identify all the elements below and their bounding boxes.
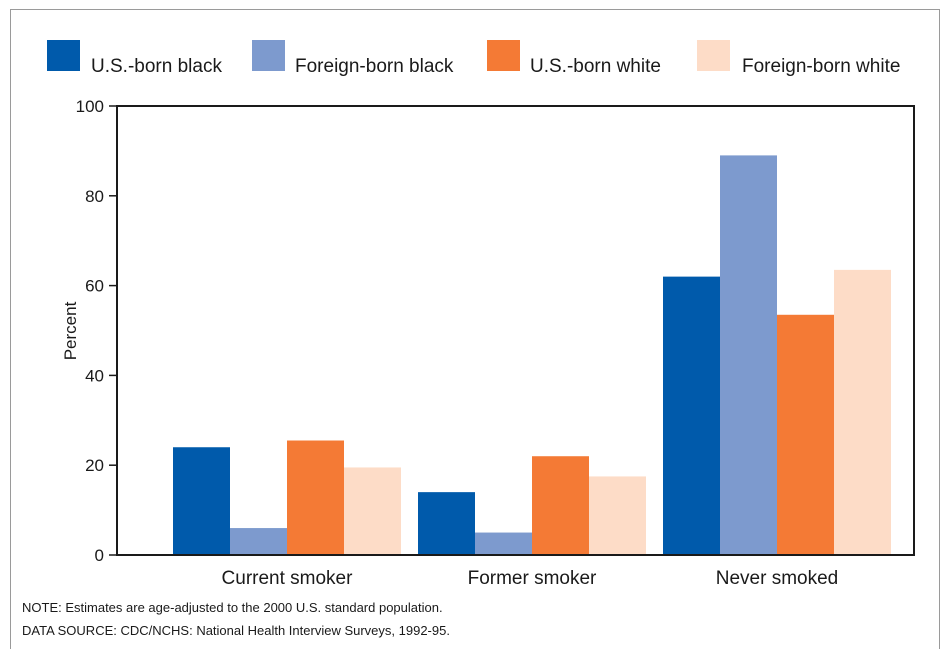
legend-swatch xyxy=(697,40,730,71)
x-tick-label: Never smoked xyxy=(716,568,839,589)
legend-label: U.S.-born black xyxy=(91,56,222,77)
y-tick-label: 60 xyxy=(85,277,104,296)
bar-1-1 xyxy=(475,532,532,555)
bar-1-0 xyxy=(230,528,287,555)
bars xyxy=(173,155,891,555)
legend-label: Foreign-born black xyxy=(295,56,454,77)
data-source-text: DATA SOURCE: CDC/NCHS: National Health I… xyxy=(22,623,450,638)
x-tick-label: Former smoker xyxy=(468,568,597,589)
legend-label: Foreign-born white xyxy=(742,56,900,77)
x-axis: Current smoker Former smoker Never smoked xyxy=(222,568,839,589)
legend: U.S.-born black Foreign-born black U.S.-bo… xyxy=(47,40,900,77)
bar-3-1 xyxy=(589,476,646,555)
x-tick-label: Current smoker xyxy=(222,568,354,589)
y-tick-label: 100 xyxy=(76,97,104,116)
bar-2-1 xyxy=(532,456,589,555)
figure-frame xyxy=(10,9,940,649)
legend-swatch xyxy=(487,40,520,71)
plot-area-border xyxy=(116,105,915,556)
y-tick-label: 40 xyxy=(85,366,104,385)
note-text: NOTE: Estimates are age-adjusted to the … xyxy=(22,600,443,615)
bar-0-2 xyxy=(663,276,720,555)
bar-chart: U.S.-born black Foreign-born black U.S.-bo… xyxy=(47,40,915,589)
legend-label: U.S.-born white xyxy=(530,56,661,77)
bar-0-0 xyxy=(173,447,230,555)
legend-swatch xyxy=(47,40,80,71)
bar-3-0 xyxy=(344,467,401,555)
bar-3-2 xyxy=(834,269,891,555)
y-tick-label: 20 xyxy=(85,456,104,475)
y-axis: 0 20 40 60 80 100 xyxy=(76,97,117,565)
bar-2-2 xyxy=(777,314,834,555)
bar-2-0 xyxy=(287,440,344,555)
legend-swatch xyxy=(252,40,285,71)
y-tick-label: 0 xyxy=(95,546,104,565)
y-tick-label: 80 xyxy=(85,187,104,206)
y-axis-label: Percent xyxy=(61,301,80,360)
bar-1-2 xyxy=(720,155,777,555)
bar-0-1 xyxy=(418,492,475,555)
